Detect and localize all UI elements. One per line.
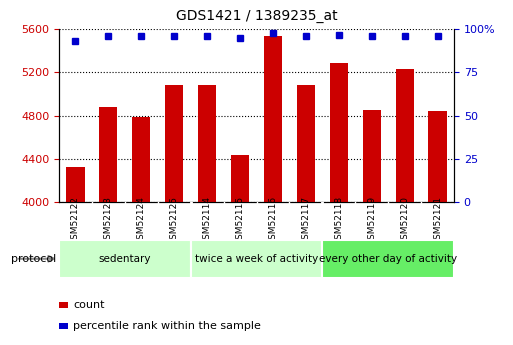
Bar xyxy=(330,63,348,202)
Text: GDS1421 / 1389235_at: GDS1421 / 1389235_at xyxy=(175,9,338,23)
Bar xyxy=(100,107,117,202)
Bar xyxy=(297,85,315,202)
Bar xyxy=(363,110,381,202)
Bar xyxy=(165,85,183,202)
Bar xyxy=(191,240,322,278)
Text: percentile rank within the sample: percentile rank within the sample xyxy=(73,321,261,331)
Text: GSM52119: GSM52119 xyxy=(367,196,376,245)
Text: GSM52120: GSM52120 xyxy=(400,196,409,245)
Text: GSM52123: GSM52123 xyxy=(104,196,113,245)
Text: twice a week of activity: twice a week of activity xyxy=(195,254,318,264)
Text: GSM52116: GSM52116 xyxy=(268,196,278,245)
Bar xyxy=(322,240,454,278)
Bar xyxy=(132,117,150,202)
Text: GSM52118: GSM52118 xyxy=(334,196,343,245)
Text: GSM52121: GSM52121 xyxy=(433,196,442,245)
Bar xyxy=(264,36,282,202)
Text: count: count xyxy=(73,300,105,310)
Text: GSM52115: GSM52115 xyxy=(235,196,245,245)
Text: every other day of activity: every other day of activity xyxy=(319,254,457,264)
Bar xyxy=(66,167,85,202)
Bar xyxy=(396,69,413,202)
Text: GSM52117: GSM52117 xyxy=(301,196,310,245)
Text: protocol: protocol xyxy=(11,254,56,264)
Text: GSM52122: GSM52122 xyxy=(71,196,80,245)
Bar xyxy=(428,111,447,202)
Text: GSM52125: GSM52125 xyxy=(170,196,179,245)
Text: sedentary: sedentary xyxy=(98,254,151,264)
Bar xyxy=(59,240,191,278)
Text: GSM52124: GSM52124 xyxy=(137,196,146,245)
Bar xyxy=(198,85,216,202)
Bar xyxy=(231,156,249,202)
Text: GSM52114: GSM52114 xyxy=(203,196,212,245)
